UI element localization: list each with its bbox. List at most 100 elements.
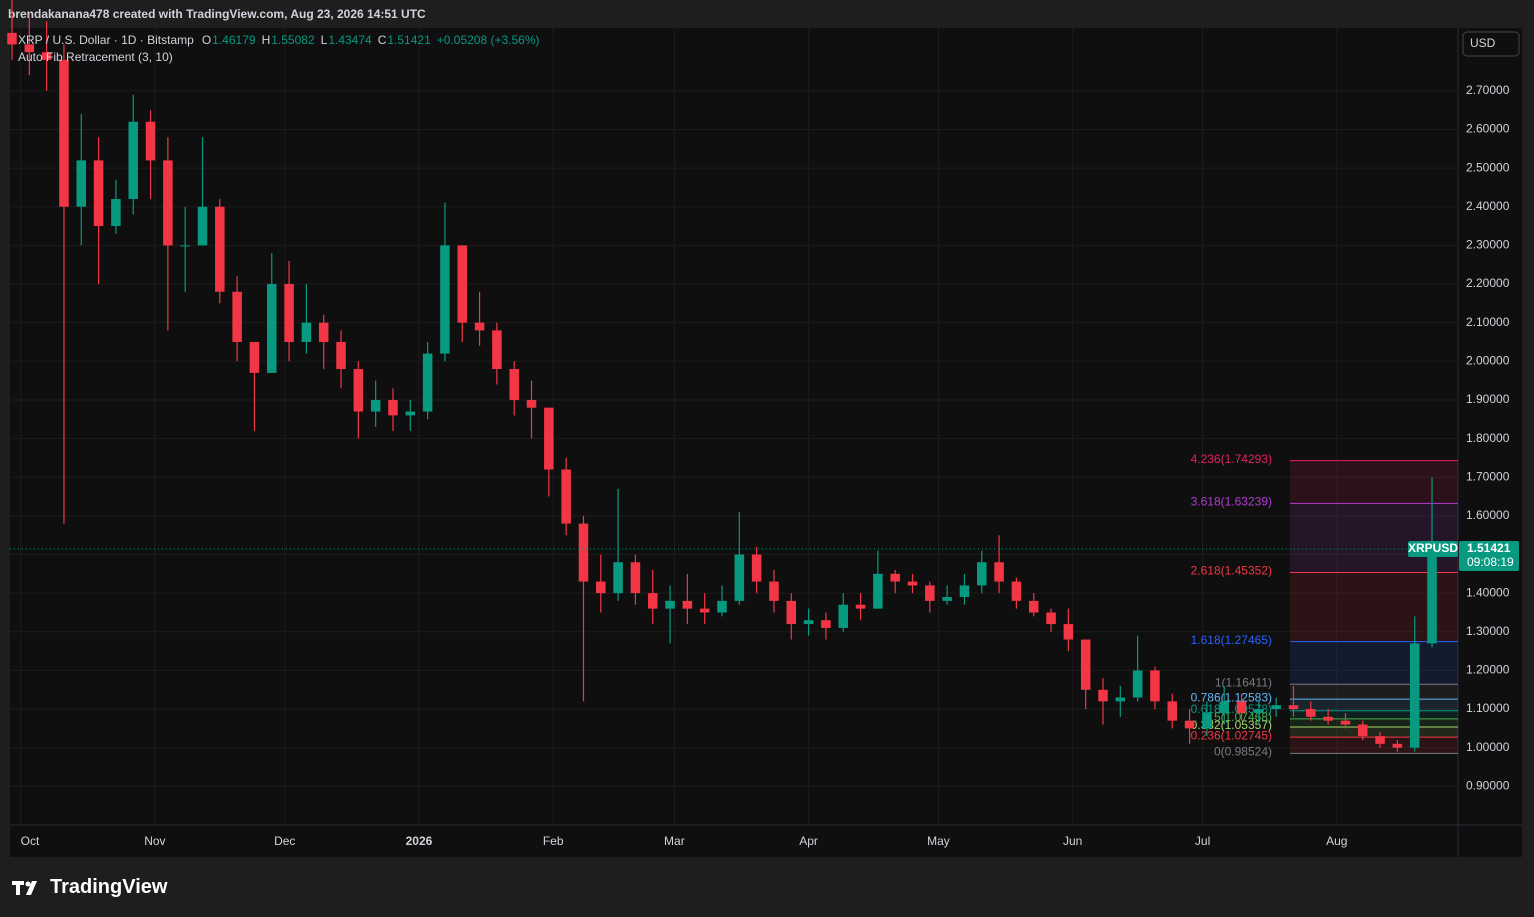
candle-body: [76, 160, 87, 207]
candle-body: [1323, 716, 1333, 721]
x-tick-label: Jun: [1063, 834, 1082, 848]
candle-body: [1427, 549, 1437, 644]
candle-body: [509, 369, 519, 400]
candle-body: [353, 369, 364, 412]
header-text: brendakanana478 created with TradingView…: [8, 7, 426, 21]
candle-body: [318, 322, 329, 342]
ohlc-key: H: [262, 33, 271, 47]
currency-label: USD: [1470, 36, 1496, 50]
candle-body: [665, 600, 675, 609]
candle-body: [821, 620, 831, 628]
candle-body: [163, 160, 173, 246]
fib-label: 0.5(1.07468): [1204, 710, 1272, 724]
ohlc-key: C: [378, 33, 387, 47]
candle-body: [1392, 743, 1403, 748]
candle-body: [630, 562, 641, 594]
y-tick-label: 2.40000: [1466, 199, 1510, 213]
candle-body: [526, 399, 537, 408]
fib-label: 0.618(1.09578): [1191, 702, 1272, 716]
candle-body: [907, 581, 918, 586]
price-label: 1.51421: [1467, 541, 1511, 555]
candle-body: [1011, 581, 1022, 601]
candle-body: [1306, 709, 1316, 717]
y-tick-label: 1.60000: [1466, 508, 1510, 522]
candle-body: [647, 593, 658, 609]
x-tick-label: Jul: [1195, 834, 1210, 848]
fib-band: [1290, 710, 1458, 719]
candle-body: [474, 322, 485, 331]
candle-body: [111, 199, 121, 227]
candle-body: [405, 411, 416, 416]
fib-label: 3.618(1.63239): [1191, 495, 1272, 509]
candle-body: [855, 604, 866, 609]
fib-label: 2.618(1.45352): [1191, 564, 1272, 578]
candle-body: [301, 322, 312, 342]
candle-body: [440, 245, 450, 354]
candle-body: [1063, 624, 1074, 640]
candle-body: [959, 585, 970, 598]
candle-body: [232, 291, 242, 342]
candle-body: [544, 407, 554, 470]
x-tick-label: May: [927, 834, 950, 848]
y-tick-label: 1.00000: [1466, 740, 1510, 754]
symbol-label: XRPUSD: [1408, 541, 1458, 555]
fib-band: [1290, 718, 1458, 728]
candle-body: [1202, 712, 1212, 729]
candle-body: [1375, 736, 1385, 744]
candle-body: [890, 573, 900, 582]
y-tick-label: 2.30000: [1466, 238, 1510, 252]
candle-body: [1080, 639, 1091, 690]
x-tick-label: Nov: [144, 834, 165, 848]
candle-body: [197, 206, 208, 246]
candle-body: [1219, 701, 1229, 713]
candle-body: [370, 399, 381, 412]
y-tick-label: 1.70000: [1466, 469, 1510, 483]
candle-body: [215, 206, 225, 292]
candle-body: [1184, 720, 1195, 729]
fib-band: [1290, 699, 1458, 711]
candle-body: [717, 600, 727, 613]
currency-button[interactable]: [1462, 31, 1520, 57]
chart-background: [10, 28, 1522, 857]
fib-band: [1290, 727, 1458, 738]
change-label: +0.05208 (+3.56%): [437, 33, 540, 47]
candle-body: [1409, 643, 1420, 748]
candle-body: [1150, 670, 1160, 702]
candle-body: [942, 597, 952, 601]
ohlc-value: 1.51421: [387, 33, 431, 47]
x-tick-label: Feb: [543, 834, 564, 848]
candle-body: [769, 581, 779, 601]
fib-label: 1(1.16411): [1215, 675, 1272, 689]
candle-body: [1028, 600, 1039, 613]
y-tick-label: 1.20000: [1466, 663, 1510, 677]
candle-body: [1115, 697, 1126, 702]
candle-body: [561, 469, 571, 524]
x-tick-label: Oct: [21, 834, 40, 848]
candle-body: [388, 399, 398, 416]
fib-band: [1290, 737, 1458, 754]
y-tick-label: 1.80000: [1466, 431, 1510, 445]
logo: [12, 880, 37, 895]
y-tick-label: 2.10000: [1466, 315, 1510, 329]
brand: TradingView: [50, 876, 168, 898]
indicator-label: Auto Fib Retracement (3, 10): [18, 50, 173, 64]
fib-label: 4.236(1.74293): [1191, 452, 1272, 466]
candle-body: [59, 59, 69, 207]
candles: [7, 0, 1437, 752]
candle-body: [145, 121, 156, 161]
fib-band: [1290, 460, 1458, 504]
candle-body: [457, 245, 468, 323]
candle-body: [1098, 689, 1108, 702]
y-tick-label: 2.20000: [1466, 276, 1510, 290]
candle-body: [336, 341, 346, 370]
candle-body: [1288, 705, 1299, 710]
candle-body: [1340, 720, 1351, 725]
candle-body: [24, 44, 35, 53]
chart: 0.90000 1.00000 1.10000 1.20000 1.30000 1.400…: [7, 0, 1522, 857]
candle-body: [699, 608, 710, 613]
y-tick-label: 2.60000: [1466, 122, 1510, 136]
ohlc-value: 1.43474: [328, 33, 372, 47]
chart-title: XRP / U.S. Dollar · 1D · Bitstamp: [18, 33, 194, 47]
